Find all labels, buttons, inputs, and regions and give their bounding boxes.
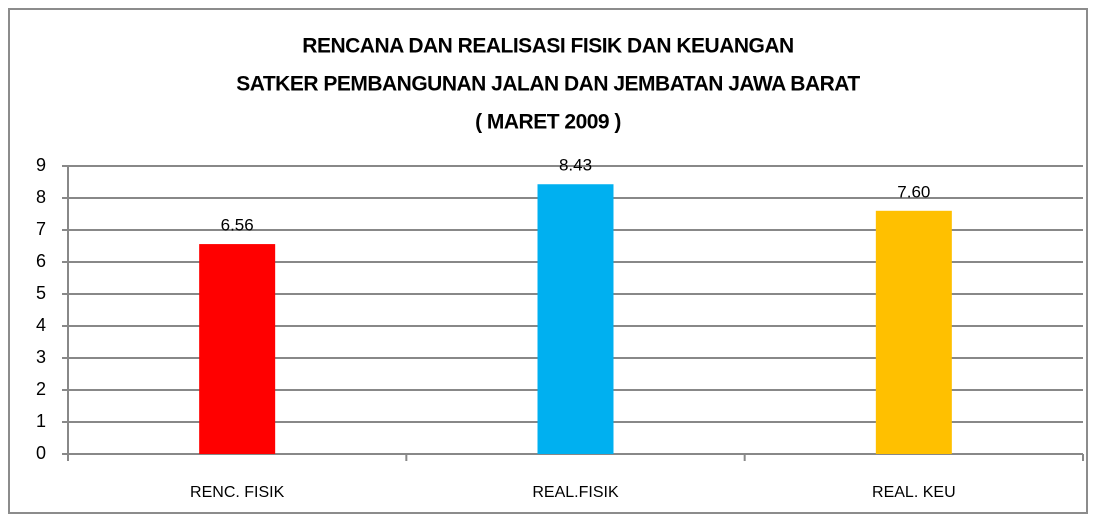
data-label: 7.60 bbox=[897, 182, 930, 201]
bar bbox=[537, 184, 614, 455]
chart-title: SATKER PEMBANGUNAN JALAN DAN JEMBATAN JA… bbox=[236, 73, 860, 96]
data-label: 8.43 bbox=[559, 156, 592, 175]
y-tick-label: 2 bbox=[36, 379, 46, 399]
y-tick-label: 9 bbox=[36, 155, 46, 175]
y-tick-label: 1 bbox=[36, 411, 46, 431]
y-tick-label: 7 bbox=[36, 219, 46, 239]
bar bbox=[199, 244, 276, 454]
chart-title: ( MARET 2009 ) bbox=[475, 111, 621, 134]
x-tick-label: REAL. KEU bbox=[872, 484, 956, 501]
x-tick-label: REAL.FISIK bbox=[532, 484, 619, 501]
y-tick-label: 6 bbox=[36, 251, 46, 271]
bar bbox=[875, 210, 952, 454]
y-tick-label: 0 bbox=[36, 443, 46, 463]
y-tick-label: 5 bbox=[36, 283, 46, 303]
y-tick-label: 3 bbox=[36, 347, 46, 367]
data-label: 6.56 bbox=[221, 216, 254, 235]
chart-title: RENCANA DAN REALISASI FISIK DAN KEUANGAN bbox=[302, 35, 793, 58]
x-tick-label: RENC. FISIK bbox=[190, 484, 285, 501]
y-tick-label: 8 bbox=[36, 187, 46, 207]
y-tick-label: 4 bbox=[36, 315, 46, 335]
